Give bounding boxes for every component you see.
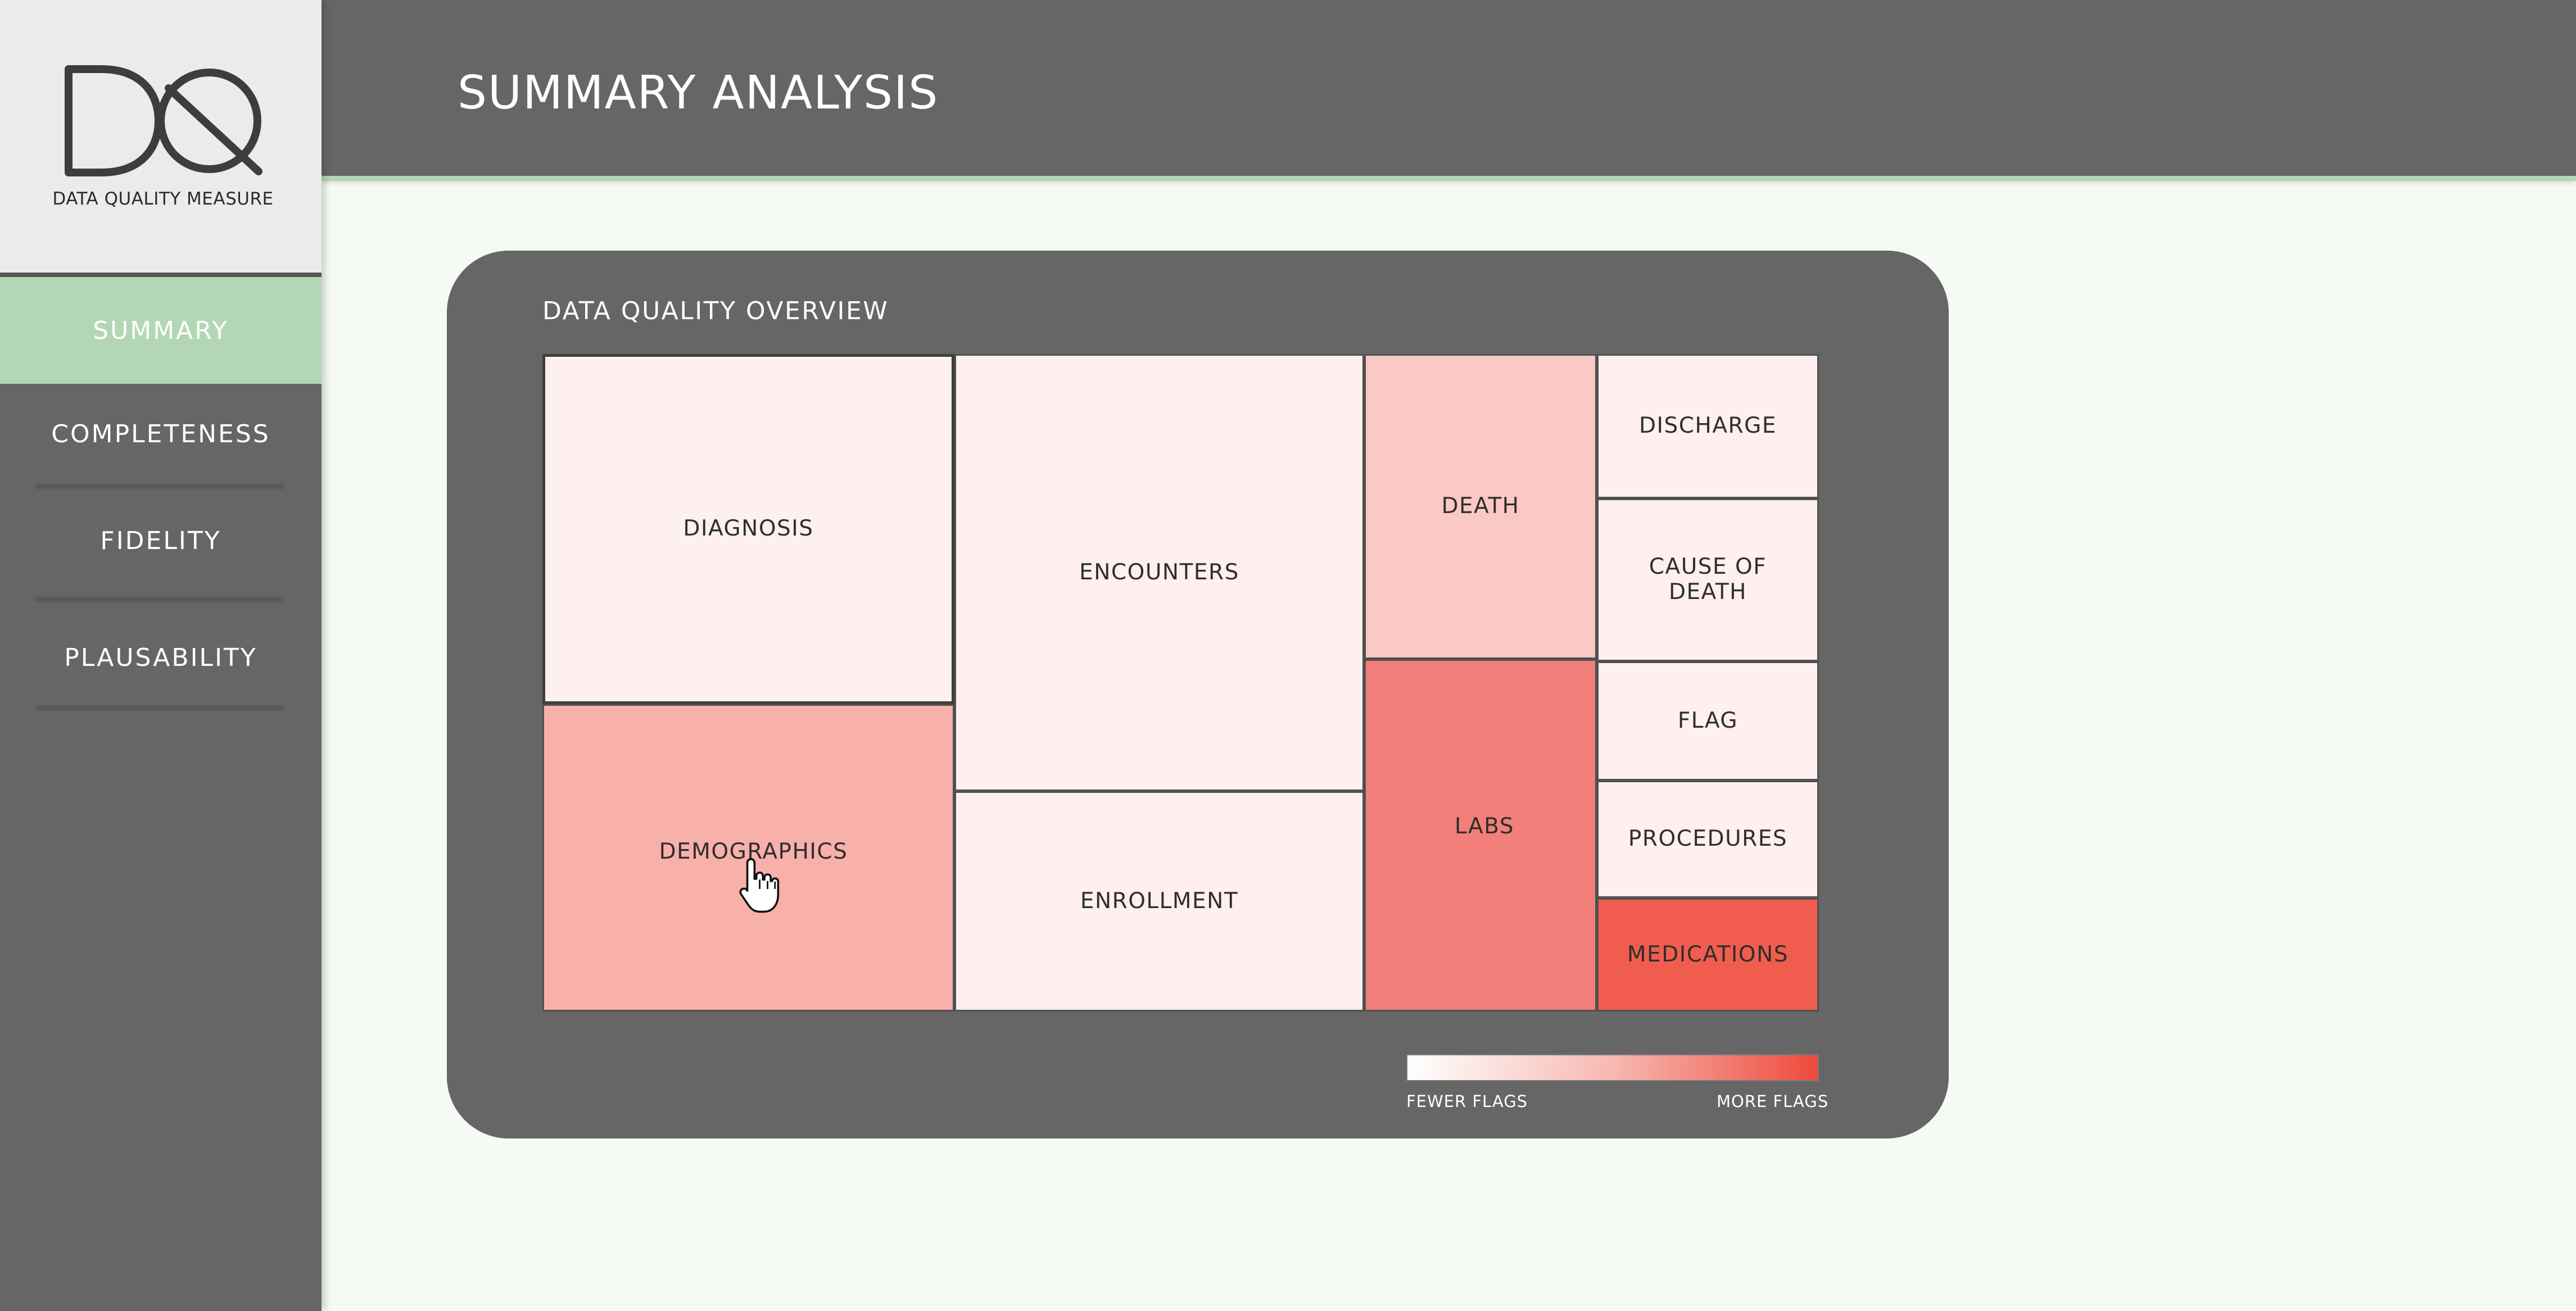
nav-divider [36, 597, 283, 600]
tile-medications[interactable]: MEDICATIONS [1597, 898, 1819, 1011]
nav-item-label: PLAUSABILITY [64, 643, 257, 672]
nav-item-summary[interactable]: SUMMARY [0, 277, 322, 384]
tile-enrollment[interactable]: ENROLLMENT [954, 791, 1364, 1011]
nav-item-plausability[interactable]: PLAUSABILITY [0, 600, 322, 712]
nav-item-label: FIDELITY [100, 527, 221, 555]
tile-discharge[interactable]: DISCHARGE [1597, 354, 1819, 498]
tile-label: DIAGNOSIS [683, 516, 814, 542]
tile-diagnosis[interactable]: DIAGNOSIS [542, 354, 954, 704]
tile-flag[interactable]: FLAG [1597, 661, 1819, 781]
tile-label: PROCEDURES [1628, 826, 1788, 852]
tile-death[interactable]: DEATH [1364, 354, 1597, 659]
tile-label: FLAG [1677, 707, 1739, 733]
nav-item-label: SUMMARY [93, 316, 229, 345]
nav-divider [36, 705, 283, 709]
data-quality-treemap: DIAGNOSIS DEMOGRAPHICS ENCOUNTERS ENROLL… [542, 354, 1819, 1011]
tile-procedures[interactable]: PROCEDURES [1597, 781, 1819, 898]
tile-label: CAUSE OF DEATH [1649, 554, 1767, 605]
sidebar: DATA QUALITY MEASURE SUMMARY COMPLETENES… [0, 0, 322, 1311]
nav-item-completeness[interactable]: COMPLETENESS [0, 384, 322, 487]
logo-text: DATA QUALITY MEASURE [52, 189, 274, 209]
page-header: SUMMARY ANALYSIS [322, 0, 2576, 181]
dq-logo-icon [65, 65, 262, 176]
legend-min-label: FEWER FLAGS [1406, 1092, 1528, 1111]
nav-item-label: COMPLETENESS [51, 420, 270, 448]
overview-title: DATA QUALITY OVERVIEW [542, 297, 889, 325]
tile-label: MEDICATIONS [1627, 941, 1789, 967]
nav-divider [36, 484, 283, 487]
tile-label: DEATH [1441, 493, 1520, 519]
tile-demographics[interactable]: DEMOGRAPHICS [542, 704, 954, 1011]
tile-label: DISCHARGE [1639, 413, 1777, 439]
hand-pointer-cursor-icon [739, 858, 780, 913]
nav-item-fidelity[interactable]: FIDELITY [0, 487, 322, 600]
tile-labs[interactable]: LABS [1364, 659, 1597, 1011]
tile-label: LABS [1454, 814, 1515, 840]
page-title: SUMMARY ANALYSIS [458, 66, 939, 120]
logo[interactable]: DATA QUALITY MEASURE [0, 0, 322, 277]
tile-encounters[interactable]: ENCOUNTERS [954, 354, 1364, 791]
color-scale-legend [1406, 1054, 1819, 1081]
tile-cause-of-death[interactable]: CAUSE OF DEATH [1597, 498, 1819, 661]
tile-label: ENCOUNTERS [1079, 559, 1239, 585]
legend-max-label: MORE FLAGS [1717, 1092, 1829, 1111]
tile-label: ENROLLMENT [1080, 888, 1239, 914]
